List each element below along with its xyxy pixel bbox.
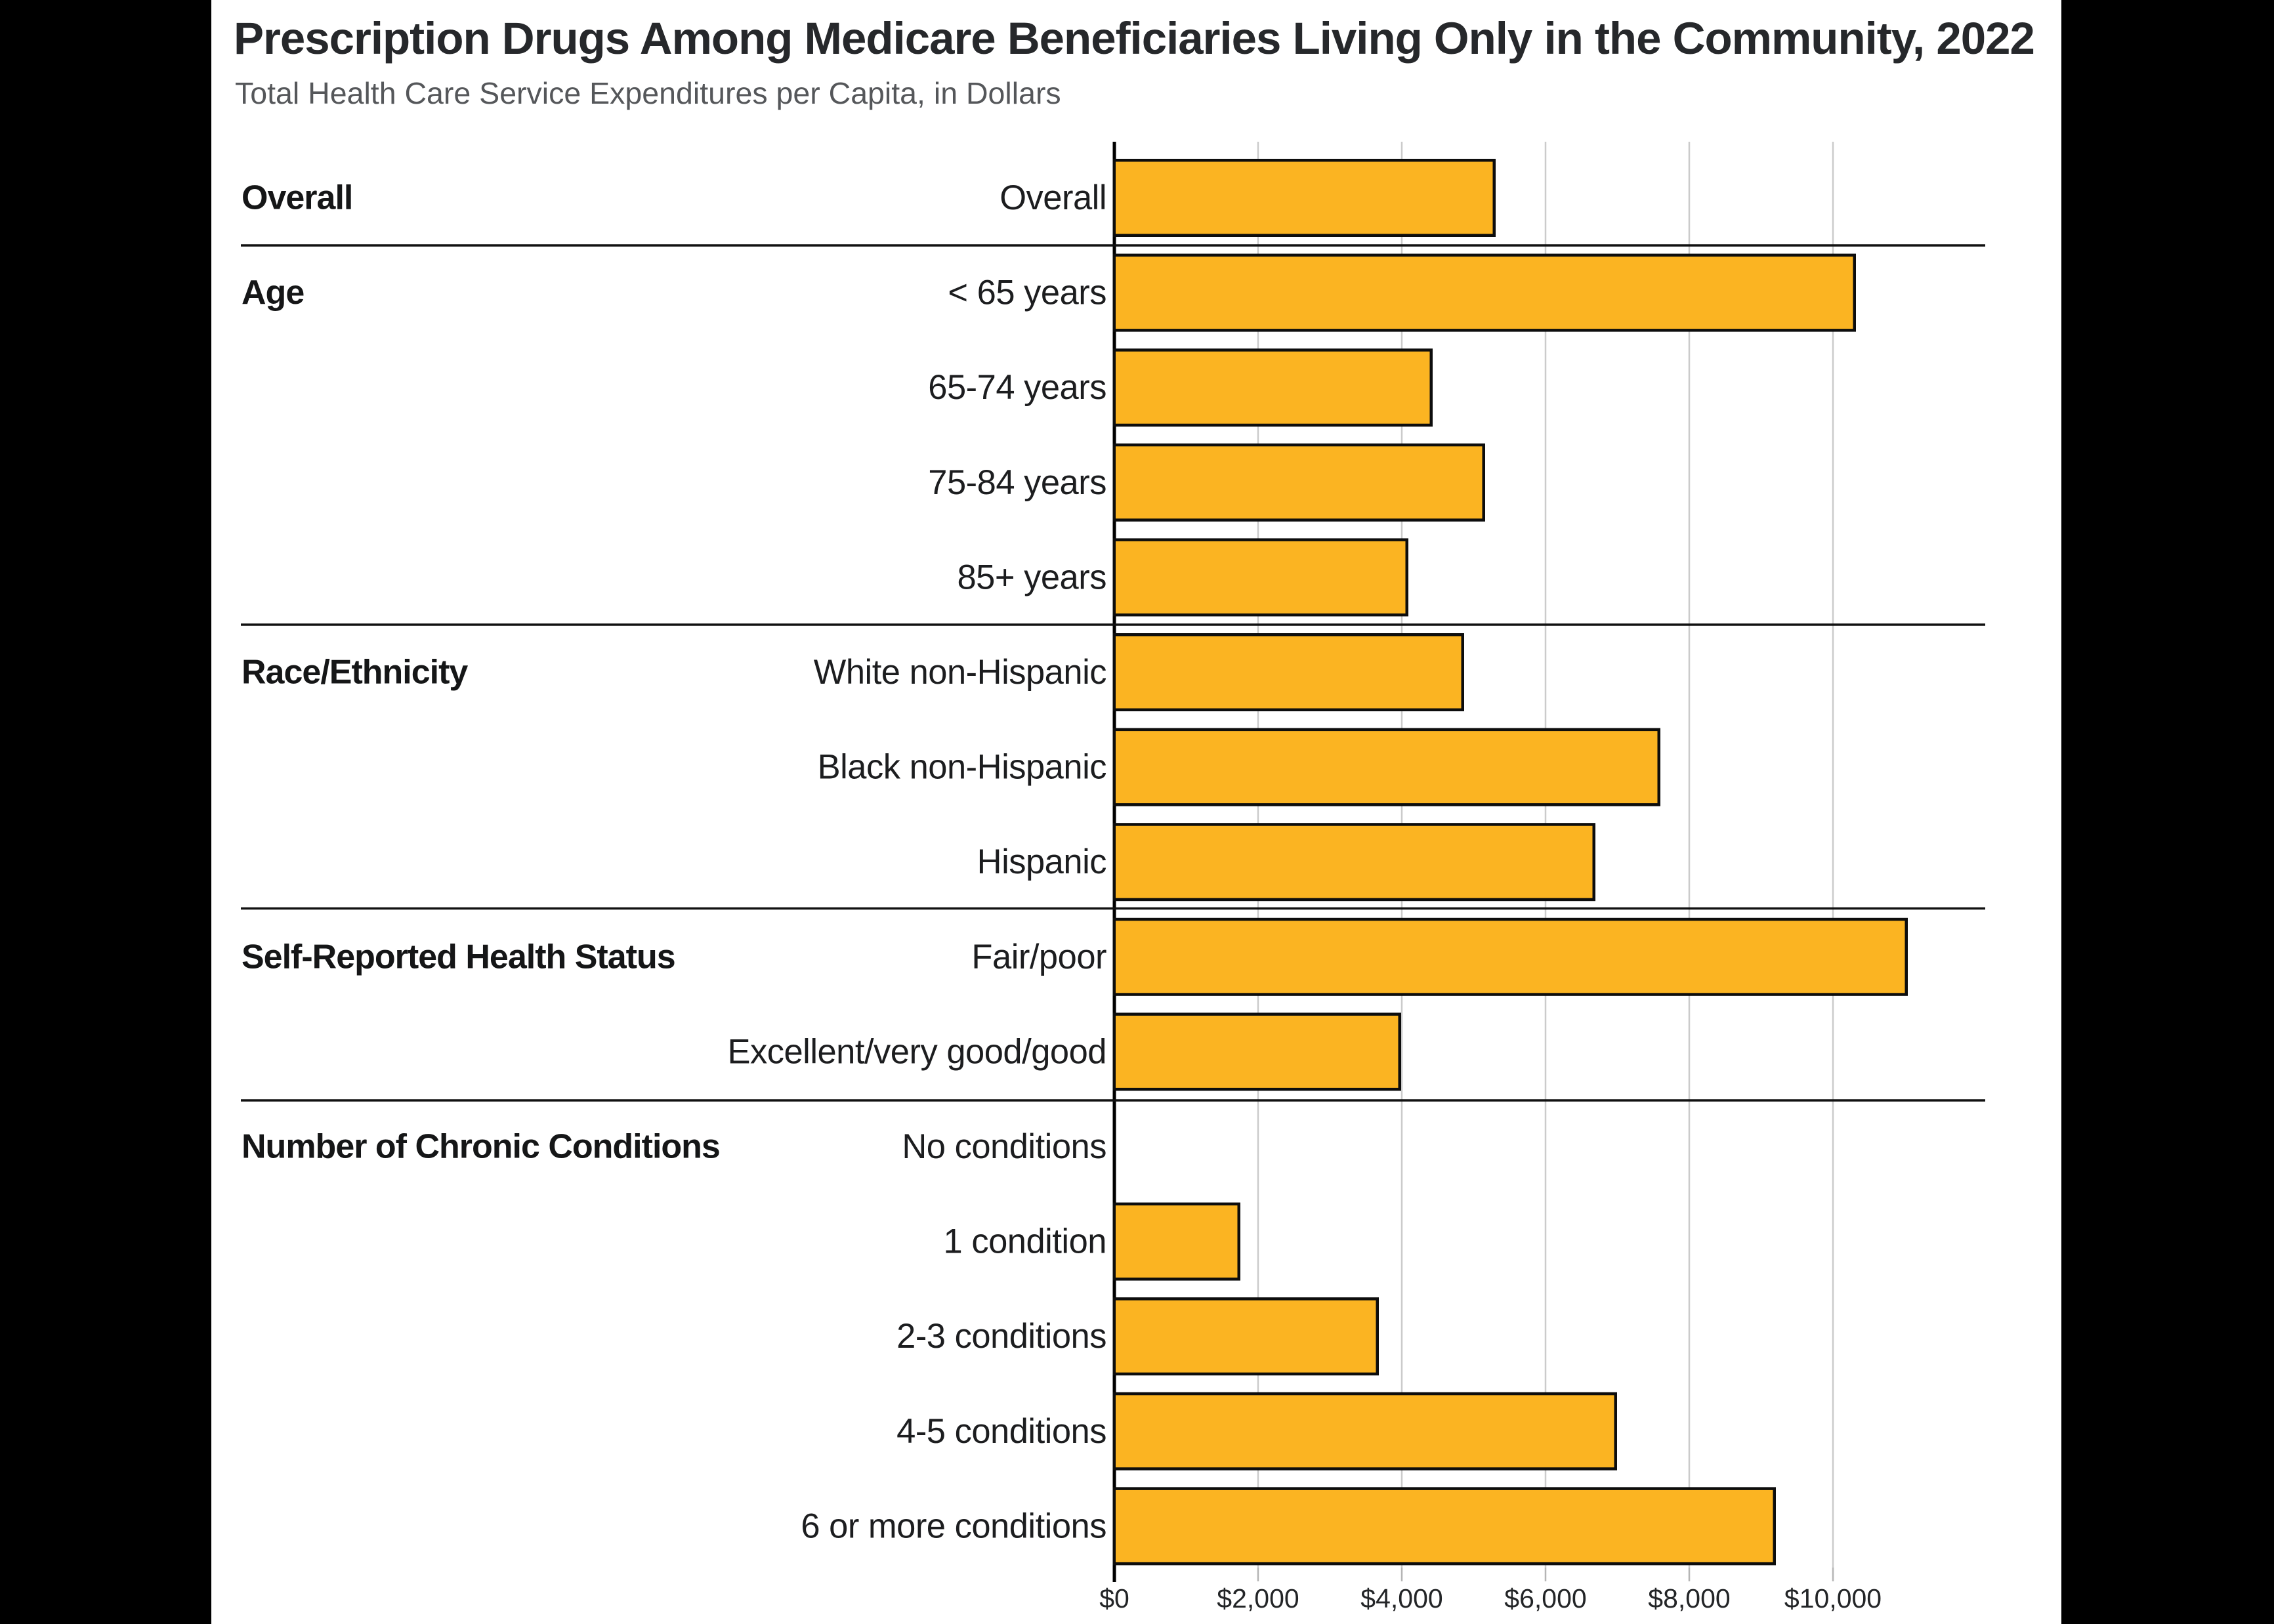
svg-text:2-3 conditions: 2-3 conditions (896, 1317, 1106, 1356)
svg-text:4-5 conditions: 4-5 conditions (896, 1412, 1106, 1451)
svg-text:Overall: Overall (242, 179, 352, 217)
svg-text:Race/Ethnicity: Race/Ethnicity (242, 654, 468, 692)
svg-text:Excellent/very good/good: Excellent/very good/good (727, 1032, 1106, 1071)
svg-text:Number of Chronic Conditions: Number of Chronic Conditions (242, 1128, 720, 1166)
svg-text:Overall: Overall (1000, 178, 1106, 217)
svg-text:$0: $0 (1099, 1583, 1129, 1614)
svg-text:1 condition: 1 condition (944, 1222, 1106, 1261)
svg-text:White non-Hispanic: White non-Hispanic (814, 653, 1106, 692)
svg-text:Fair/poor: Fair/poor (971, 938, 1106, 976)
svg-text:$10,000: $10,000 (1784, 1583, 1882, 1614)
svg-text:$2,000: $2,000 (1217, 1583, 1299, 1614)
svg-text:Self-Reported Health Status: Self-Reported Health Status (242, 938, 675, 976)
svg-text:No conditions: No conditions (902, 1127, 1106, 1166)
svg-text:75-84 years: 75-84 years (928, 463, 1106, 502)
svg-text:6 or more conditions: 6 or more conditions (801, 1507, 1106, 1545)
svg-text:< 65 years: < 65 years (948, 274, 1106, 312)
svg-text:85+ years: 85+ years (957, 558, 1106, 596)
svg-text:Hispanic: Hispanic (977, 843, 1106, 881)
svg-text:Age: Age (242, 274, 304, 312)
svg-text:$6,000: $6,000 (1504, 1583, 1586, 1614)
svg-text:$4,000: $4,000 (1360, 1583, 1442, 1614)
svg-text:Black non-Hispanic: Black non-Hispanic (818, 748, 1106, 787)
svg-text:Prescription Drugs Among Medic: Prescription Drugs Among Medicare Benefi… (234, 13, 2034, 64)
svg-text:$8,000: $8,000 (1648, 1583, 1730, 1614)
svg-text:Total Health Care Service Expe: Total Health Care Service Expenditures p… (235, 76, 1061, 110)
svg-text:65-74 years: 65-74 years (928, 368, 1106, 407)
